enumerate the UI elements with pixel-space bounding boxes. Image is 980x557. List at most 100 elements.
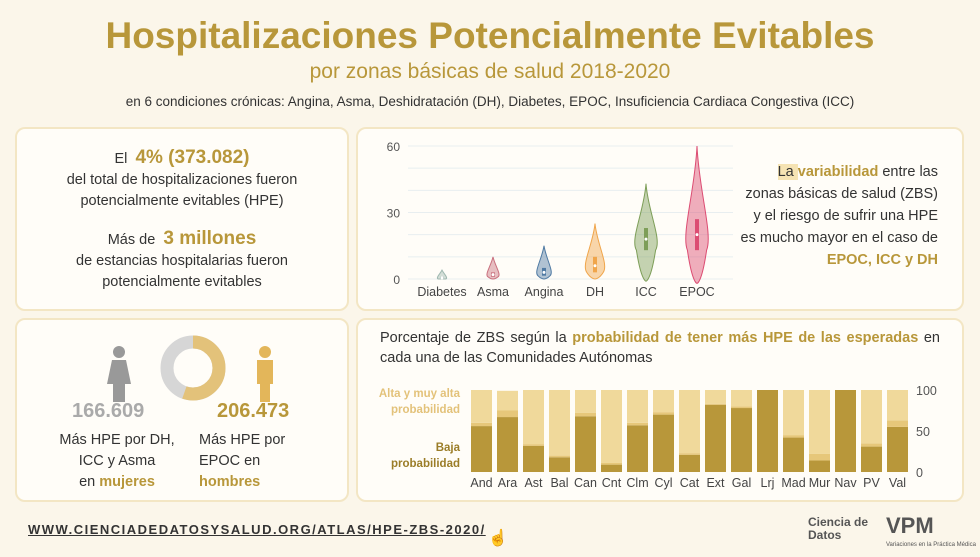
x-tick-label: Bal [550,476,568,490]
bars-title: Porcentaje de ZBS según la probabilidad … [380,330,940,366]
x-tick-label: Cat [680,476,700,490]
bar-val-seg2 [887,390,908,421]
stays-value: 3 millones [163,228,257,249]
bar-can-seg0 [575,416,596,472]
x-tick-label: PV [863,476,880,490]
bar-clm-seg0 [627,425,648,472]
summary-text2: de estancias hospitalarias fueron potenc… [76,253,288,290]
x-tick-label: Diabetes [417,285,466,299]
bar-cyl-seg2 [653,390,674,413]
bar-gal-seg0 [731,408,752,472]
donut-chart [160,335,226,401]
x-tick-label: Ast [524,476,543,490]
pointer-hand-icon: ☝ [488,530,508,547]
men-value: 206.473 [217,400,290,422]
y-tick-label: 100 [916,384,937,398]
bar-clm-seg2 [627,390,648,423]
women-value: 166.609 [72,400,145,422]
violin-median [695,233,699,237]
hpe-percentage: 4% (373.082) [135,147,250,168]
donut-men-segment [160,335,226,401]
bar-cnt-seg1 [601,462,622,465]
x-tick-label: And [470,476,492,490]
page-subtitle: por zonas básicas de salud 2018-2020 [309,60,671,83]
men-text: Más HPE por EPOC en hombres [199,432,286,490]
violin-chart: 0 30 60 Diabetes Asma Angina DH ICC EPOC [387,140,733,299]
bar-mur-seg2 [809,390,830,454]
summary-pre2: Más de [107,232,156,248]
x-tick-label: EPOC [679,285,714,299]
violin-dh [584,223,606,280]
bar-ast-seg0 [523,445,544,472]
y-tick-label: 0 [916,466,923,480]
bar-and-seg0 [471,426,492,472]
woman-icon [107,346,131,402]
violin-median [440,276,444,280]
x-tick-label: Angina [525,285,564,299]
bar-cat-seg1 [679,453,700,455]
bar-val-seg0 [887,426,908,472]
bar-cyl-seg0 [653,414,674,472]
x-tick-label: Cnt [602,476,622,490]
y-tick-label: 60 [387,140,401,154]
x-tick-label: Gal [732,476,751,490]
x-tick-label: Clm [626,476,648,490]
bar-val-seg1 [887,420,908,427]
bar-ara-seg0 [497,417,518,472]
legend-low: Baja probabilidad [391,442,460,470]
legend-high: Alta y muy alta probabilidad [378,388,460,416]
x-tick-label: Ara [498,476,518,490]
y-tick-label: 0 [393,273,400,287]
bar-ara-seg1 [497,410,518,418]
atlas-link[interactable]: WWW.CIENCIADEDATOSYSALUD.ORG/ATLAS/HPE-Z… [28,522,486,537]
bar-mad-seg1 [783,435,804,438]
bar-ara-seg2 [497,390,518,411]
bar-ast-seg1 [523,444,544,446]
bar-pv-seg1 [861,443,882,447]
bar-pv-seg2 [861,390,882,444]
gender-card: 166.609 206.473 Más HPE por DH, ICC y As… [15,318,349,502]
bar-can-seg1 [575,412,596,417]
violin-median [593,264,597,268]
bar-mur-seg0 [809,460,830,472]
variability-card: 0 30 60 Diabetes Asma Angina DH ICC EPOC La vari… [356,127,964,311]
bar-can-seg2 [575,390,596,413]
page-title: Hospitalizaciones Potencialmente Evitabl… [105,15,875,56]
summary-pre1: El [114,151,128,167]
bar-lrj-seg0 [757,390,778,472]
bar-pv-seg0 [861,446,882,472]
variability-text: La variabilidad entre las zonas básicas … [740,164,938,268]
summary-text1: del total de hospitalizaciones fueron po… [66,172,298,209]
vpm-logo: VPM [886,513,934,538]
bar-cyl-seg1 [653,412,674,415]
bars-card: Porcentaje de ZBS según la probabilidad … [356,318,964,502]
x-tick-label: ICC [635,285,657,299]
x-tick-label: Nav [834,476,857,490]
y-tick-label: 30 [387,207,401,221]
bar-ext-seg2 [705,390,726,404]
bar-nav-seg0 [835,390,856,472]
bar-cnt-seg2 [601,390,622,463]
bar-and-seg1 [471,422,492,427]
violin-asma [486,256,500,280]
bar-clm-seg1 [627,422,648,426]
x-tick-label: Ext [706,476,725,490]
bar-mad-seg2 [783,390,804,436]
bar-chart: And Ara Ast Bal Can Cnt Clm Cyl Cat Ext Gal Lrj Mad M… [470,384,937,490]
x-tick-label: Asma [477,285,509,299]
bar-gal-seg1 [731,406,752,409]
bar-cat-seg0 [679,454,700,472]
x-tick-label: Lrj [761,476,775,490]
violin-angina [536,245,552,280]
violin-median [491,273,495,277]
x-tick-label: Mad [781,476,805,490]
man-icon [257,346,273,402]
women-text: Más HPE por DH, ICC y Asma en mujeres [59,432,175,490]
violin-median [542,270,546,274]
bar-and-seg2 [471,390,492,423]
bar-cat-seg2 [679,390,700,454]
x-tick-label: Can [574,476,597,490]
bar-ext-seg0 [705,404,726,472]
summary-card: El 4% (373.082) del total de hospitaliza… [15,127,349,311]
bar-mur-seg1 [809,453,830,461]
